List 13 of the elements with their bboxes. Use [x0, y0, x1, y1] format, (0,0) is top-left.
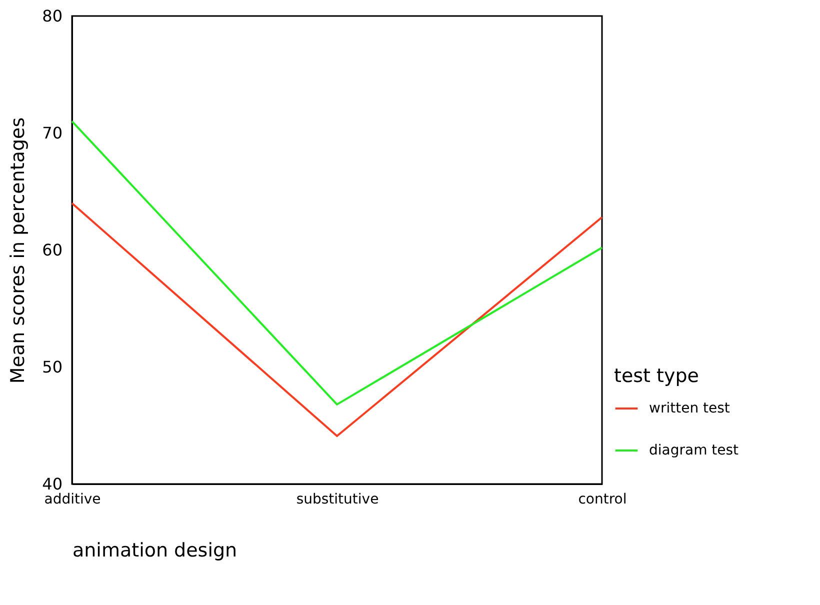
y-tick-label: 40 — [42, 474, 62, 494]
y-tick-label: 50 — [42, 358, 62, 376]
legend-title: test type — [614, 365, 699, 387]
legend-label: written test — [649, 400, 730, 416]
x-tick-label: substitutive — [296, 492, 379, 508]
x-tick-label: control — [578, 492, 627, 508]
y-tick-label: 60 — [42, 240, 62, 260]
y-axis-title: Mean scores in percentages — [7, 117, 30, 384]
y-tick-label: 70 — [42, 124, 62, 142]
legend-label: diagram test — [649, 442, 740, 458]
x-axis-title: animation design — [72, 540, 238, 562]
y-tick-label: 80 — [42, 6, 62, 26]
x-tick-label: additive — [44, 492, 101, 508]
